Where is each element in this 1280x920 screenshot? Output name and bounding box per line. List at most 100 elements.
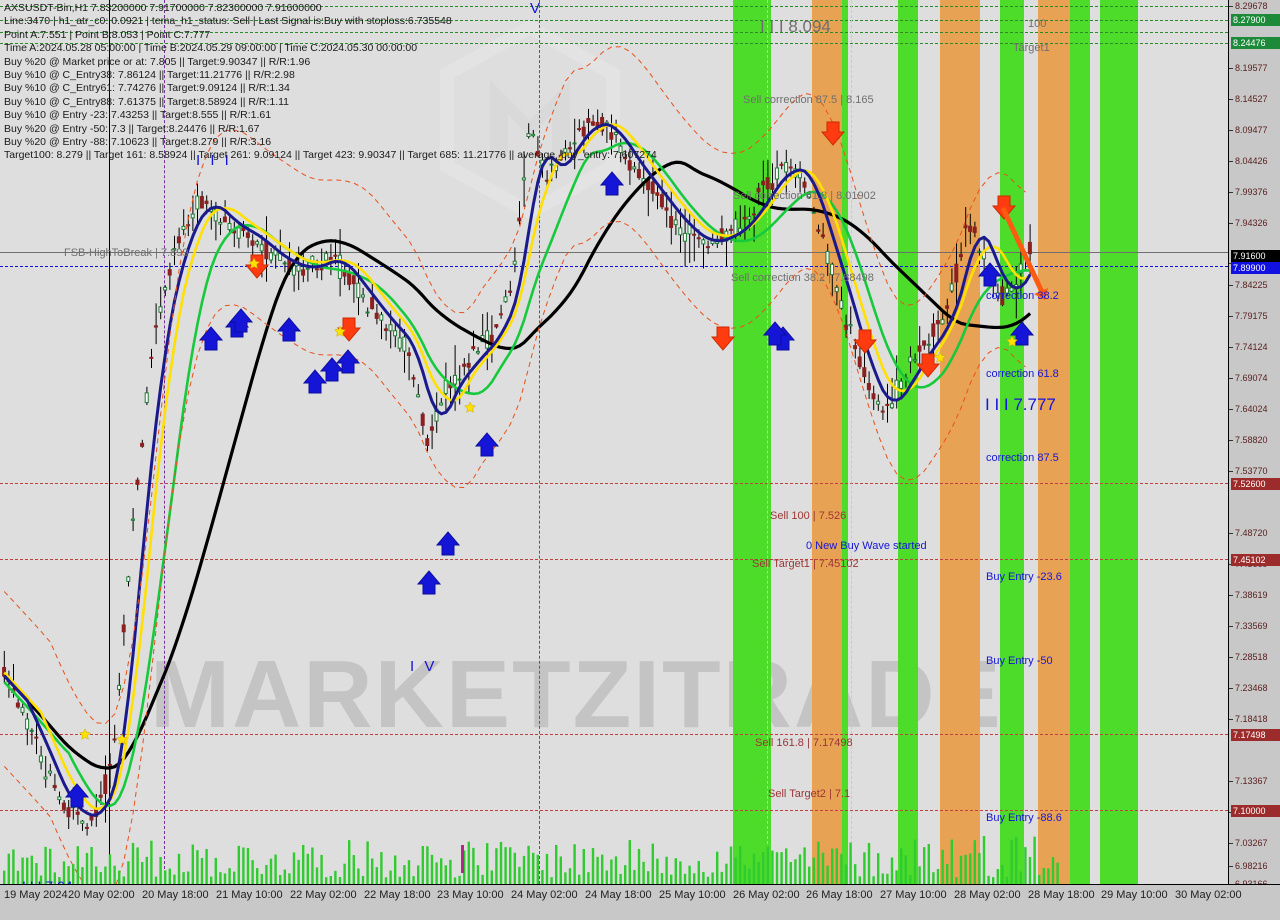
chart-info-header: AXSUSDT-Bin,H1 7.83200000 7.91700000 7.8… [4, 2, 657, 163]
vline-magenta-b [539, 0, 540, 884]
info-line-3: Buy %20 @ Market price or at: 7.805 || T… [4, 55, 311, 68]
annotation-sell-corr-618: Sell correction 61.8 | 8.01902 [733, 190, 876, 202]
price-tick: 7.64024 [1229, 404, 1280, 416]
level-line-824476 [0, 43, 1228, 44]
level-line-8279 [0, 6, 1228, 7]
volume-histogram [3, 836, 1059, 884]
level-line-sell-target1 [0, 559, 1228, 560]
annotation-wave-v-top: V [530, 0, 544, 17]
price-tick: 7.28518 [1229, 652, 1280, 664]
time-tick: 24 May 02:00 [511, 889, 578, 901]
level-line-8279b [0, 20, 1228, 21]
time-tick: 23 May 10:00 [437, 889, 504, 901]
price-badge-red: 7.52600 [1231, 478, 1280, 490]
vline-cyan-b [851, 0, 852, 884]
price-tick: 7.23468 [1229, 683, 1280, 695]
annotation-wave-iii-7777: I I I 7.777 [985, 395, 1056, 414]
info-line-8: Buy %20 @ Entry -50: 7.3 || Target:8.244… [4, 122, 260, 135]
time-axis[interactable]: 19 May 2024 20 May 02:00 20 May 18:00 21 Ma… [0, 884, 1280, 920]
price-badge-green: 8.24476 [1231, 37, 1280, 49]
annotation-label-100: 100 [1028, 18, 1047, 30]
price-tick: 8.09477 [1229, 125, 1280, 137]
annotation-new-buy-wave: 0 New Buy Wave started [806, 540, 927, 552]
time-tick: 22 May 02:00 [290, 889, 357, 901]
annotation-sell-target1: Sell Target1 | 7.45102 [752, 558, 859, 570]
info-line-10: Target100: 8.279 || Target 161: 8.58924 … [4, 149, 657, 162]
level-line-bid [0, 266, 1228, 267]
level-line-target1 [0, 32, 1228, 33]
info-line-4: Buy %10 @ C_Entry38: 7.86124 || Target:1… [4, 68, 295, 81]
level-line-sell1618 [0, 734, 1228, 735]
price-tick: 8.14527 [1229, 94, 1280, 106]
price-tick: 7.38619 [1229, 590, 1280, 602]
session-band-green [1000, 0, 1024, 884]
annotation-level-8094: I I I 8.094 [760, 17, 831, 36]
price-tick: 8.19577 [1229, 63, 1280, 75]
vline-black [109, 0, 110, 884]
price-badge-blue: 7.89900 [1231, 262, 1280, 274]
price-tick: 7.53770 [1229, 466, 1280, 478]
annotation-sell-target2: Sell Target2 | 7.1 [768, 788, 851, 800]
annotation-wave-iii-704: I I I 7.04 [22, 878, 73, 884]
annotation-sell-1618: Sell 161.8 | 7.17498 [755, 737, 853, 749]
time-tick: 30 May 02:00 [1175, 889, 1242, 901]
annotation-sell-100: Sell 100 | 7.526 [770, 510, 847, 522]
vline-cyan-a [767, 0, 768, 884]
annotation-fsb-high-to-break: FSB-HighToBreak | 7.899 [64, 247, 189, 259]
price-axis[interactable]: 8.29678 8.19577 8.14527 8.09477 8.04426 7.993… [1228, 0, 1280, 889]
price-tick: 7.18418 [1229, 714, 1280, 726]
price-badge-red: 7.10000 [1231, 805, 1280, 817]
annotation-corr-875-blue: correction 87.5 [986, 452, 1059, 464]
annotation-wave-iv-mid: I V [410, 658, 438, 675]
time-tick: 21 May 10:00 [216, 889, 283, 901]
time-tick: 20 May 02:00 [68, 889, 135, 901]
annotation-label-target1: Target1 [1013, 42, 1050, 54]
time-tick: 20 May 18:00 [142, 889, 209, 901]
price-series-layer [2, 46, 1032, 884]
info-line-2: Time A:2024.05.28 05:00:00 | Time B:2024… [4, 42, 418, 55]
annotation-corr-618-blue: correction 61.8 [986, 368, 1059, 380]
session-band-orange [1038, 0, 1070, 884]
annotation-buy-entry-50: Buy Entry -50 [986, 655, 1053, 667]
annotation-buy-entry-236: Buy Entry -23.6 [986, 571, 1062, 583]
price-tick: 7.69074 [1229, 373, 1280, 385]
session-band-green [898, 0, 918, 884]
annotation-sell-corr-382: Sell correction 38.2 | 7.88498 [731, 272, 874, 284]
time-tick: 28 May 02:00 [954, 889, 1021, 901]
time-tick: 26 May 18:00 [806, 889, 873, 901]
level-line-sell-target2 [0, 810, 1228, 811]
price-badge-red: 7.17498 [1231, 729, 1280, 741]
time-tick: 27 May 10:00 [880, 889, 947, 901]
info-line-7: Buy %10 @ Entry -23: 7.43253 || Target:8… [4, 109, 272, 122]
info-line-0: Line:3470 | h1_atr_c0: 0.0921 | tema_h1_… [4, 15, 452, 28]
price-tick: 7.99376 [1229, 187, 1280, 199]
annotation-buy-entry-886: Buy Entry -88.6 [986, 812, 1062, 824]
annotation-wave-iii-left: I I I [196, 152, 232, 169]
signal-markers-layer [64, 121, 1048, 808]
session-band-orange [812, 0, 842, 884]
price-tick: 7.79175 [1229, 311, 1280, 323]
time-tick: 29 May 10:00 [1101, 889, 1168, 901]
price-tick: 7.33569 [1229, 621, 1280, 633]
annotation-sell-corr-875: Sell correction 87.5 | 8.165 [743, 94, 874, 106]
price-badge-black: 7.91600 [1231, 250, 1280, 262]
price-badge-red: 7.45102 [1231, 554, 1280, 566]
price-tick: 8.29678 [1229, 1, 1280, 13]
vline-purple-a [164, 0, 165, 884]
price-tick: 7.74124 [1229, 342, 1280, 354]
time-tick: 24 May 18:00 [585, 889, 652, 901]
info-line-9: Buy %20 @ Entry -88: 7.10623 || Target:8… [4, 135, 272, 148]
session-band-orange [940, 0, 980, 884]
price-tick: 7.84225 [1229, 280, 1280, 292]
price-tick: 7.58820 [1229, 435, 1280, 447]
price-tick: 7.94326 [1229, 218, 1280, 230]
time-tick: 25 May 10:00 [659, 889, 726, 901]
price-tick: 8.04426 [1229, 156, 1280, 168]
price-tick: 7.48720 [1229, 528, 1280, 540]
time-tick: 22 May 18:00 [364, 889, 431, 901]
info-line-6: Buy %10 @ C_Entry88: 7.61375 || Target:8… [4, 95, 290, 108]
session-band-green [1100, 0, 1138, 884]
price-tick: 6.98216 [1229, 861, 1280, 873]
